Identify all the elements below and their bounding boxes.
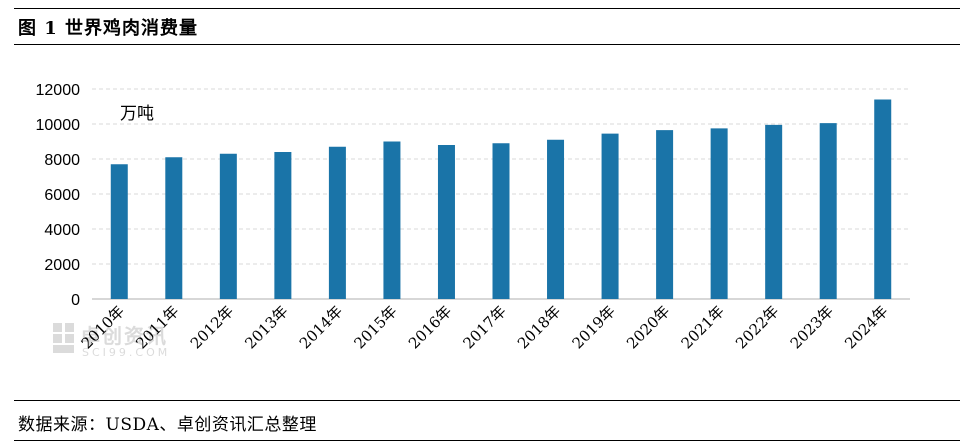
y-tick-label: 8000 — [44, 152, 80, 169]
bar-2022年 — [765, 124, 783, 299]
y-tick-label: 10000 — [36, 117, 81, 134]
y-tick-label: 12000 — [36, 82, 81, 99]
footer-rule — [14, 400, 960, 401]
x-tick-label: 2022年 — [732, 302, 782, 352]
bar-2015年 — [383, 141, 401, 299]
bar-2021年 — [710, 128, 728, 299]
x-tick-label: 2023年 — [787, 302, 837, 352]
x-tick-label: 2012年 — [187, 302, 237, 352]
x-tick-label: 2016年 — [405, 302, 455, 352]
bar-2019年 — [601, 133, 619, 299]
watermark-logo-icon — [53, 323, 74, 353]
bar-2023年 — [819, 123, 837, 299]
y-tick-labels: 0 2000 4000 6000 8000 10000 12000 — [36, 82, 81, 309]
bar-2010年 — [110, 164, 128, 299]
bar-2013年 — [274, 152, 292, 299]
watermark-text: 卓创资讯 — [80, 324, 168, 348]
top-rule — [14, 8, 960, 9]
bar-2020年 — [656, 130, 674, 299]
bar-2014年 — [328, 146, 346, 299]
x-tick-label: 2024年 — [841, 302, 891, 352]
watermark-subtext: SCI99.COM — [82, 346, 171, 359]
title-rule — [14, 44, 960, 45]
y-tick-label: 2000 — [44, 257, 80, 274]
x-tick-label: 2013年 — [241, 302, 291, 352]
bar-2012年 — [219, 153, 237, 299]
x-tick-label: 2014年 — [296, 302, 346, 352]
x-tick-label: 2011年 — [132, 302, 182, 352]
bar-2011年 — [165, 157, 183, 299]
bottom-rule — [14, 440, 960, 441]
bar-2016年 — [437, 145, 455, 299]
x-tick-labels: 2010年 2011年 2012年 2013年 2014年 2015年 2016年 2017年… — [78, 302, 892, 352]
x-tick-label: 2010年 — [78, 302, 128, 352]
watermark: 卓创资讯 SCI99.COM — [52, 318, 232, 362]
bar-2017年 — [492, 143, 510, 299]
y-tick-label: 6000 — [44, 187, 80, 204]
x-tick-label: 2019年 — [569, 302, 619, 352]
bar-2024年 — [874, 99, 892, 299]
bar-2018年 — [547, 139, 565, 299]
x-tick-label: 2020年 — [623, 302, 673, 352]
bars — [110, 99, 892, 299]
unit-label: 万吨 — [120, 104, 154, 124]
y-tick-label: 0 — [71, 292, 80, 309]
figure-title: 图 1 世界鸡肉消费量 — [18, 18, 199, 39]
y-tick-label: 4000 — [44, 222, 80, 239]
data-source: 数据来源：USDA、卓创资讯汇总整理 — [18, 415, 317, 435]
x-tick-label: 2018年 — [514, 302, 564, 352]
x-tick-label: 2017年 — [459, 302, 509, 352]
x-tick-label: 2015年 — [350, 302, 400, 352]
x-tick-label: 2021年 — [678, 302, 728, 352]
